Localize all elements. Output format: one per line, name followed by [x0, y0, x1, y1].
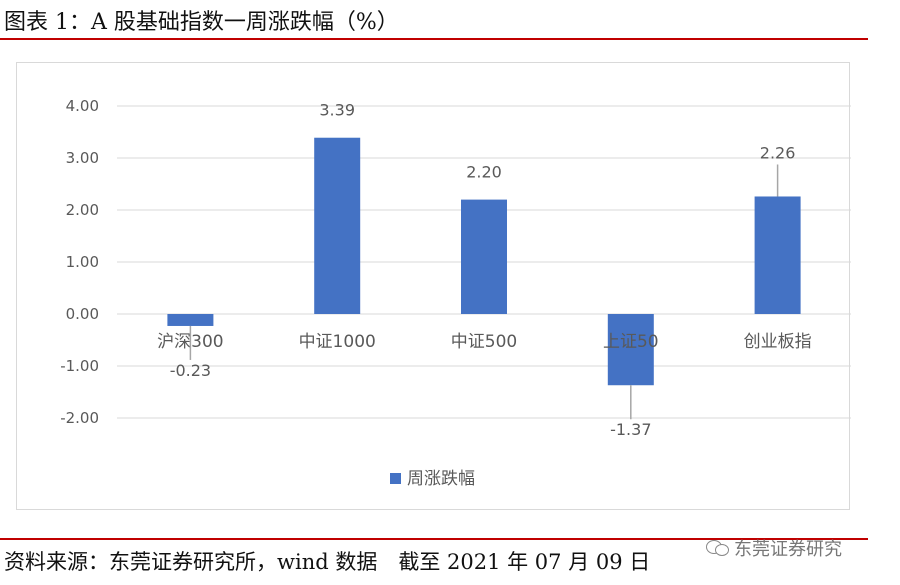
bar — [314, 137, 361, 314]
data-label: 3.39 — [319, 101, 355, 120]
category-label: 中证500 — [451, 332, 517, 352]
legend-label: 周涨跌幅 — [407, 469, 475, 489]
watermark: 东莞证券研究 — [706, 535, 842, 561]
figure-title: 图表 1：A 股基础指数一周涨跌幅（%） — [4, 10, 399, 35]
y-tick-label: -1.00 — [60, 357, 99, 375]
y-tick-label: 1.00 — [66, 253, 99, 271]
bar — [754, 196, 801, 314]
category-label: 上证50 — [603, 332, 659, 352]
y-tick-label: -2.00 — [60, 409, 99, 427]
category-label: 创业板指 — [744, 332, 812, 352]
y-tick-label: 3.00 — [66, 149, 99, 167]
y-tick-label: 2.00 — [66, 201, 99, 219]
data-label: -0.23 — [170, 361, 211, 380]
wechat-icon — [706, 539, 730, 557]
y-tick-label: 4.00 — [66, 97, 99, 115]
bar — [607, 314, 654, 386]
data-label: 2.26 — [760, 143, 796, 162]
legend-swatch — [390, 473, 401, 484]
bar — [167, 314, 214, 326]
watermark-text: 东莞证券研究 — [734, 539, 842, 560]
category-label: 中证1000 — [299, 332, 376, 352]
title-rule — [0, 38, 868, 40]
bar — [461, 199, 507, 314]
data-label: -1.37 — [610, 420, 651, 439]
source-rule — [0, 538, 868, 540]
source-note: 资料来源：东莞证券研究所，wind 数据 截至 2021 年 07 月 09 日 — [4, 550, 651, 574]
y-tick-label: 0.00 — [66, 305, 99, 323]
chart-frame: 4.00 3.00 2.00 1.00 0.00 -1.00 -2.00 沪深300 中证100… — [16, 62, 851, 510]
data-label: 2.20 — [466, 163, 502, 182]
